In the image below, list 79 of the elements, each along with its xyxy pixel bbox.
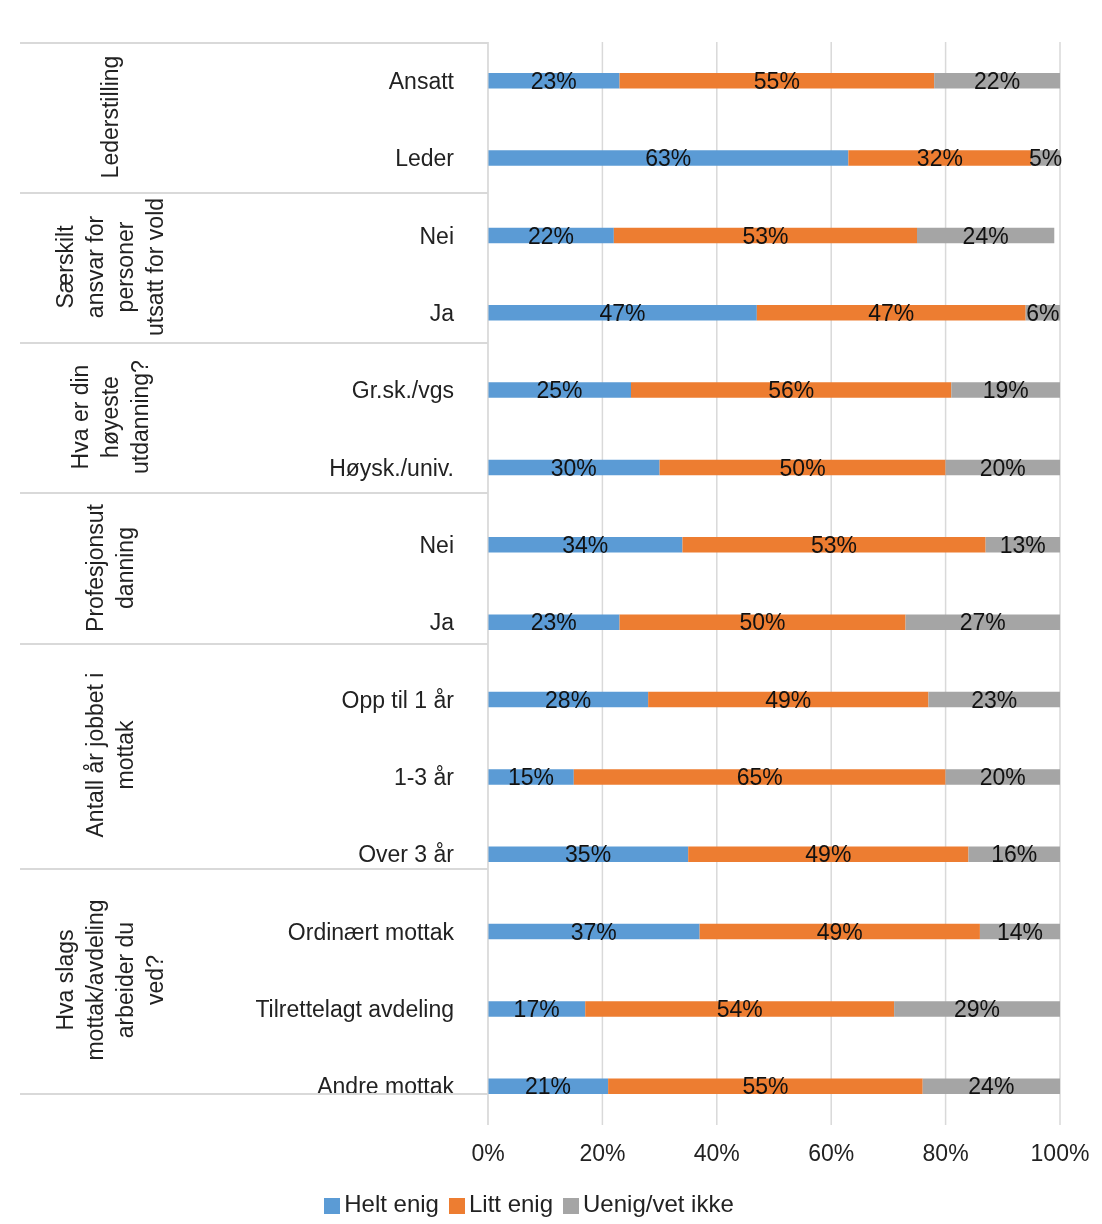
x-tick-label: 20% — [579, 1140, 626, 1167]
data-label: 49% — [765, 686, 812, 713]
y-tick-label: 1-3 år — [393, 764, 455, 791]
bar — [608, 1078, 923, 1095]
data-label: 27% — [959, 609, 1006, 636]
bar — [488, 537, 683, 553]
data-label: 32% — [916, 145, 963, 172]
data-label: 65% — [736, 764, 783, 791]
bar — [619, 614, 906, 630]
bar — [631, 382, 952, 398]
text: Hva er din høyeste utdanning? — [66, 359, 154, 477]
bar — [488, 150, 849, 166]
data-label: 21% — [525, 1073, 572, 1100]
data-label: 23% — [971, 686, 1018, 713]
y-tick-label: Ansatt — [388, 67, 455, 94]
y-tick-label: Gr.sk./vgs — [351, 377, 454, 404]
bar — [905, 614, 1060, 630]
x-tick-label: 80% — [922, 1140, 969, 1167]
data-label: 20% — [979, 454, 1026, 481]
data-label: 53% — [811, 531, 858, 558]
data-label: 54% — [716, 996, 763, 1023]
data-label: 16% — [991, 841, 1038, 868]
data-label: 13% — [999, 531, 1046, 558]
y-tick-label: Ja — [429, 299, 455, 326]
y-tick-label: Høysk./univ. — [329, 454, 454, 481]
data-label: 37% — [570, 918, 617, 945]
data-label: 30% — [550, 454, 597, 481]
data-label: 47% — [868, 299, 915, 326]
data-label: 23% — [530, 67, 577, 94]
data-label: 15% — [507, 764, 554, 791]
data-label: 23% — [530, 609, 577, 636]
data-label: 55% — [742, 1073, 789, 1100]
y-tick-label: Ordinært mottak — [287, 918, 455, 945]
data-label: 25% — [536, 377, 583, 404]
data-label: 22% — [974, 67, 1021, 94]
data-label: 24% — [968, 1073, 1015, 1100]
text: Antall år jobbet i mottak — [81, 671, 139, 840]
text: Lederstilling — [96, 54, 124, 181]
y-tick-label: Ja — [429, 609, 455, 636]
data-label: 47% — [599, 299, 646, 326]
data-label: 6% — [1026, 299, 1060, 326]
y-tick-label: Nei — [419, 531, 454, 558]
data-label: 55% — [753, 67, 800, 94]
y-tick-label: Tilrettelagt avdeling — [255, 996, 454, 1023]
x-tick-label: 0% — [471, 1140, 505, 1167]
legend-label: Uenig/vet ikke — [583, 1190, 734, 1217]
bar — [585, 1001, 895, 1017]
data-label: 53% — [742, 222, 789, 249]
data-label: 50% — [739, 609, 786, 636]
data-label: 49% — [805, 841, 852, 868]
text: Hva slags mottak/avdeling arbeider du ved? — [51, 898, 169, 1063]
data-label: 17% — [513, 996, 560, 1023]
bar — [573, 769, 946, 785]
bar — [682, 537, 986, 553]
data-label: 24% — [962, 222, 1009, 249]
y-tick-label: Opp til 1 år — [341, 686, 455, 713]
y-tick-label: Over 3 år — [358, 841, 455, 868]
data-label: 56% — [768, 377, 815, 404]
legend-label: Helt enig — [344, 1190, 439, 1217]
data-label: 34% — [562, 531, 609, 558]
data-label: 35% — [565, 841, 612, 868]
legend-label: Litt enig — [468, 1190, 554, 1217]
text: Profesjonsutdanning — [81, 502, 139, 634]
data-label: 28% — [545, 686, 592, 713]
text: Særskilt ansvar for personer utsatt for vold — [51, 197, 169, 338]
x-tick-label: 100% — [1030, 1140, 1090, 1167]
data-label: 14% — [996, 918, 1043, 945]
data-label: 19% — [982, 377, 1029, 404]
y-tick-label: Leder — [395, 145, 455, 172]
data-label: 29% — [954, 996, 1001, 1023]
data-label: 50% — [779, 454, 826, 481]
data-label: 20% — [979, 764, 1026, 791]
data-label: 22% — [527, 222, 574, 249]
bar — [848, 150, 1032, 166]
y-tick-label: Nei — [419, 222, 454, 249]
data-label: 49% — [816, 918, 863, 945]
x-tick-label: 40% — [693, 1140, 740, 1167]
data-label: 63% — [645, 145, 692, 172]
x-tick-label: 60% — [808, 1140, 855, 1167]
